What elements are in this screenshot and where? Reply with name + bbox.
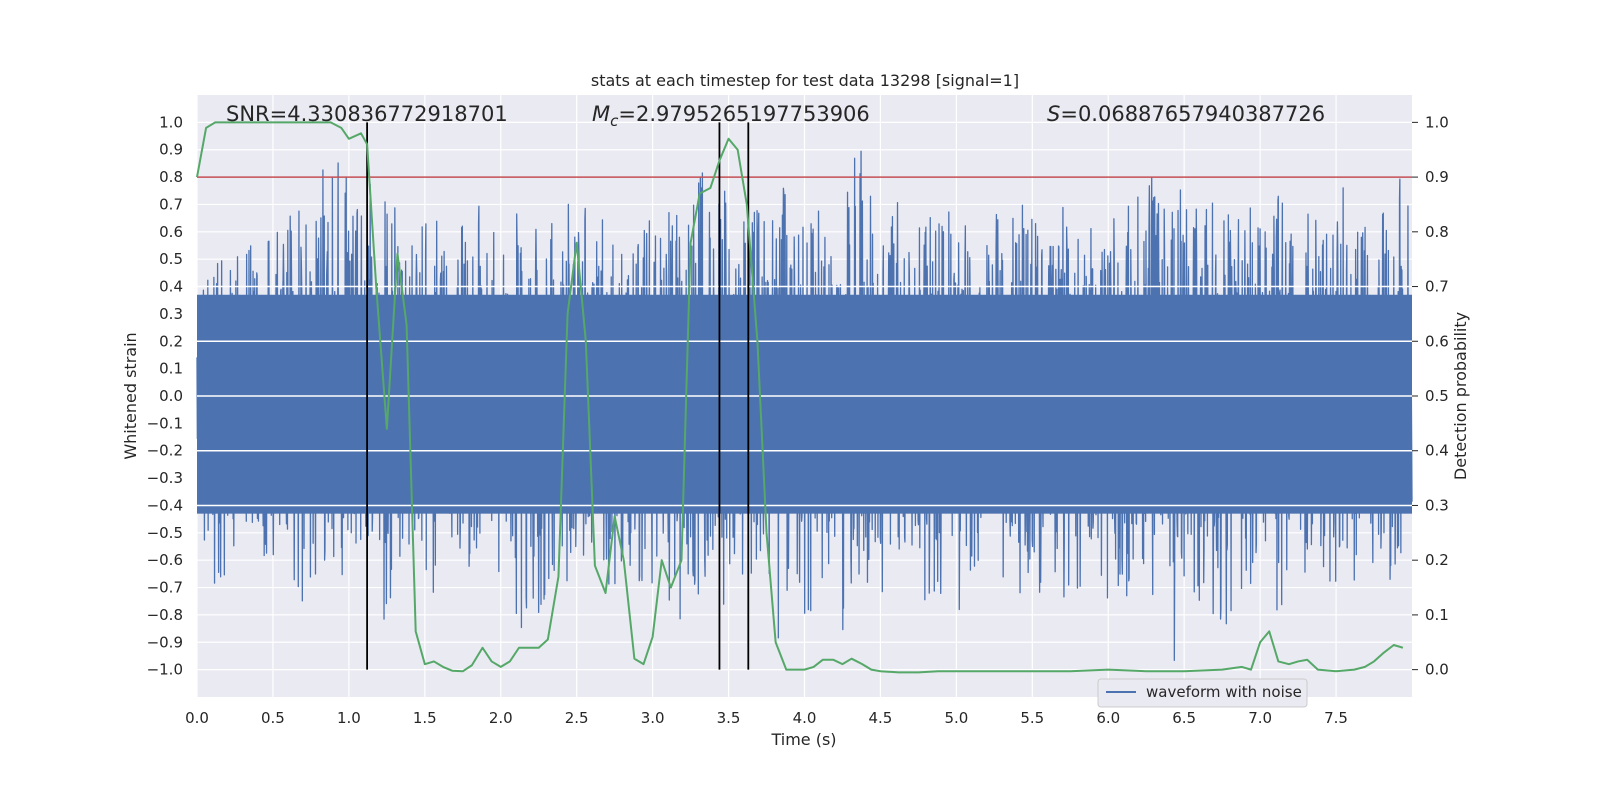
y-tick-label-19: −0.9 xyxy=(147,633,183,651)
y-right-tick-label-7: 0.3 xyxy=(1425,496,1449,514)
x-tick-label-10: 5.0 xyxy=(944,709,968,727)
y-axis-right-label: Detection probability xyxy=(1451,312,1470,480)
x-tick-label-4: 2.0 xyxy=(489,709,513,727)
y-tick-label-11: −0.1 xyxy=(147,414,183,432)
x-tick-label-3: 1.5 xyxy=(413,709,437,727)
y-tick-label-20: −1.0 xyxy=(147,661,183,679)
y-axis-ticks: 1.0 0.9 0.8 0.7 0.6 0.5 0.4 0.3 0.2 0.1 0.0 −0.1 −0.… xyxy=(147,113,183,678)
mc-subscript: c xyxy=(610,112,619,130)
y-tick-label-14: −0.4 xyxy=(147,496,183,514)
x-tick-label-12: 6.0 xyxy=(1096,709,1120,727)
y-tick-label-15: −0.5 xyxy=(147,524,183,542)
y-right-tick-label-8: 0.2 xyxy=(1425,551,1449,569)
mc-symbol: M xyxy=(592,102,610,126)
y-axis-label: Whitened strain xyxy=(121,332,140,459)
y-tick-label-3: 0.7 xyxy=(159,195,183,213)
x-tick-label-9: 4.5 xyxy=(869,709,893,727)
y-tick-label-13: −0.3 xyxy=(147,469,183,487)
y-right-tick-label-5: 0.5 xyxy=(1425,387,1449,405)
waveform-dense-band xyxy=(197,294,1412,514)
x-axis-label: Time (s) xyxy=(770,730,836,749)
waveform-series xyxy=(196,150,1413,662)
mc-value: =2.9795265197753906 xyxy=(618,102,869,126)
legend-box xyxy=(1097,678,1308,708)
x-tick-label-1: 0.5 xyxy=(261,709,285,727)
y-tick-label-0: 1.0 xyxy=(159,113,183,131)
x-tick-label-11: 5.5 xyxy=(1020,709,1044,727)
y-tick-label-10: 0.0 xyxy=(159,387,183,405)
s-value: =0.06887657940387726 xyxy=(1060,102,1325,126)
y-right-tick-label-0: 1.0 xyxy=(1425,113,1449,131)
x-tick-label-13: 6.5 xyxy=(1172,709,1196,727)
y-tick-label-1: 0.9 xyxy=(159,141,183,159)
x-tick-label-7: 3.5 xyxy=(717,709,741,727)
x-tick-label-14: 7.0 xyxy=(1248,709,1272,727)
detection-probability-series xyxy=(196,121,1404,674)
legend: waveform with noise xyxy=(1097,678,1308,708)
y-tick-label-7: 0.3 xyxy=(159,305,183,323)
y-tick-label-5: 0.5 xyxy=(159,250,183,268)
x-tick-label-15: 7.5 xyxy=(1324,709,1348,727)
y-tick-label-18: −0.8 xyxy=(147,606,183,624)
y-tick-label-8: 0.2 xyxy=(159,332,183,350)
x-tick-label-5: 2.5 xyxy=(565,709,589,727)
y-axis-right-ticks: 1.0 0.9 0.8 0.7 0.6 0.5 0.4 0.3 0.2 0.1 0.0 xyxy=(1412,113,1449,679)
y-right-tick-label-10: 0.0 xyxy=(1425,661,1449,679)
mc-annotation: Mc=2.9795265197753906 xyxy=(592,102,870,130)
y-tick-label-16: −0.6 xyxy=(147,551,183,569)
y-right-tick-label-6: 0.4 xyxy=(1425,442,1449,460)
x-tick-label-8: 4.0 xyxy=(793,709,817,727)
y-tick-label-4: 0.6 xyxy=(159,223,183,241)
y-tick-label-12: −0.2 xyxy=(147,442,183,460)
y-tick-label-17: −0.7 xyxy=(147,579,183,597)
y-right-tick-label-4: 0.6 xyxy=(1425,332,1449,350)
s-symbol: S xyxy=(1047,102,1060,126)
snr-annotation: SNR=4.330836772918701 xyxy=(226,102,508,126)
y-right-tick-label-3: 0.7 xyxy=(1425,278,1449,296)
x-tick-label-6: 3.0 xyxy=(641,709,665,727)
legend-entry-waveform: waveform with noise xyxy=(1146,683,1302,701)
y-right-tick-label-9: 0.1 xyxy=(1425,606,1449,624)
probability-line xyxy=(196,121,1404,674)
y-tick-label-6: 0.4 xyxy=(159,278,183,296)
y-right-tick-label-1: 0.9 xyxy=(1425,168,1449,186)
y-right-tick-label-2: 0.8 xyxy=(1425,223,1449,241)
x-tick-label-2: 1.0 xyxy=(337,709,361,727)
y-tick-label-2: 0.8 xyxy=(159,168,183,186)
chart-title: stats at each timestep for test data 132… xyxy=(591,71,1019,90)
y-tick-label-9: 0.1 xyxy=(159,360,183,378)
x-tick-label-0: 0.0 xyxy=(185,709,209,727)
s-annotation: S=0.06887657940387726 xyxy=(1047,102,1325,126)
x-axis-ticks: 0.0 0.5 1.0 1.5 2.0 2.5 3.0 3.5 4.0 4.5 5.0 5.5 6.0 6… xyxy=(185,709,1348,727)
